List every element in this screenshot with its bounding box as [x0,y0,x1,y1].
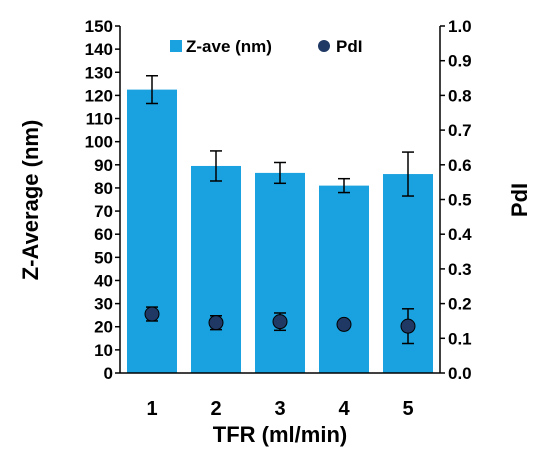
legend-pdi-label: PdI [336,37,362,56]
y-tick-label-left: 50 [94,248,113,267]
bar-4 [319,185,369,373]
y-tick-label-left: 60 [94,225,113,244]
legend-bar-label: Z-ave (nm) [186,37,272,56]
x-tick-label-1: 1 [146,398,157,420]
y-tick-label-left: 70 [94,202,113,221]
pdi-point-3 [272,314,288,330]
y-tick-label-right: 0.9 [448,52,472,71]
pdi-point-4 [336,316,352,332]
bar-2 [191,165,241,373]
x-tick-label-5: 5 [402,398,413,420]
y-tick-label-right: 0.2 [448,295,472,314]
x-tick-label-2: 2 [210,398,221,420]
y-tick-label-left: 120 [85,86,113,105]
bar-1 [127,89,177,373]
y-tick-label-right: 0.1 [448,329,472,348]
y-axis-title-right: PdI [507,183,532,217]
y-tick-label-left: 90 [94,156,113,175]
y-tick-label-right: 1.0 [448,17,472,36]
y-tick-label-left: 130 [85,63,113,82]
pdi-point-2 [208,315,224,331]
pdi-point-5 [400,318,416,334]
x-axis-title: TFR (ml/min) [213,422,347,447]
y-tick-label-right: 0.7 [448,121,472,140]
bar-3 [255,172,305,373]
y-tick-label-left: 80 [94,179,113,198]
y-tick-label-right: 0.6 [448,156,472,175]
y-axis-title-left: Z-Average (nm) [18,120,43,281]
x-tick-label-4: 4 [338,398,350,420]
y-tick-label-left: 100 [85,133,113,152]
y-tick-label-left: 20 [94,318,113,337]
y-tick-label-left: 30 [94,295,113,314]
pdi-point-1 [144,306,160,322]
y-tick-label-right: 0.0 [448,364,472,383]
legend-bar-swatch [170,40,182,52]
y-tick-label-right: 0.8 [448,86,472,105]
y-tick-label-left: 0 [104,364,113,383]
y-tick-label-left: 40 [94,271,113,290]
y-tick-label-right: 0.3 [448,260,472,279]
legend-pdi-swatch [318,40,330,52]
y-tick-label-right: 0.5 [448,191,472,210]
y-tick-label-left: 10 [94,341,113,360]
y-tick-label-right: 0.4 [448,225,472,244]
y-tick-label-left: 150 [85,17,113,36]
y-tick-label-left: 110 [86,110,113,129]
x-tick-label-3: 3 [274,398,285,420]
y-tick-label-left: 140 [85,40,113,59]
